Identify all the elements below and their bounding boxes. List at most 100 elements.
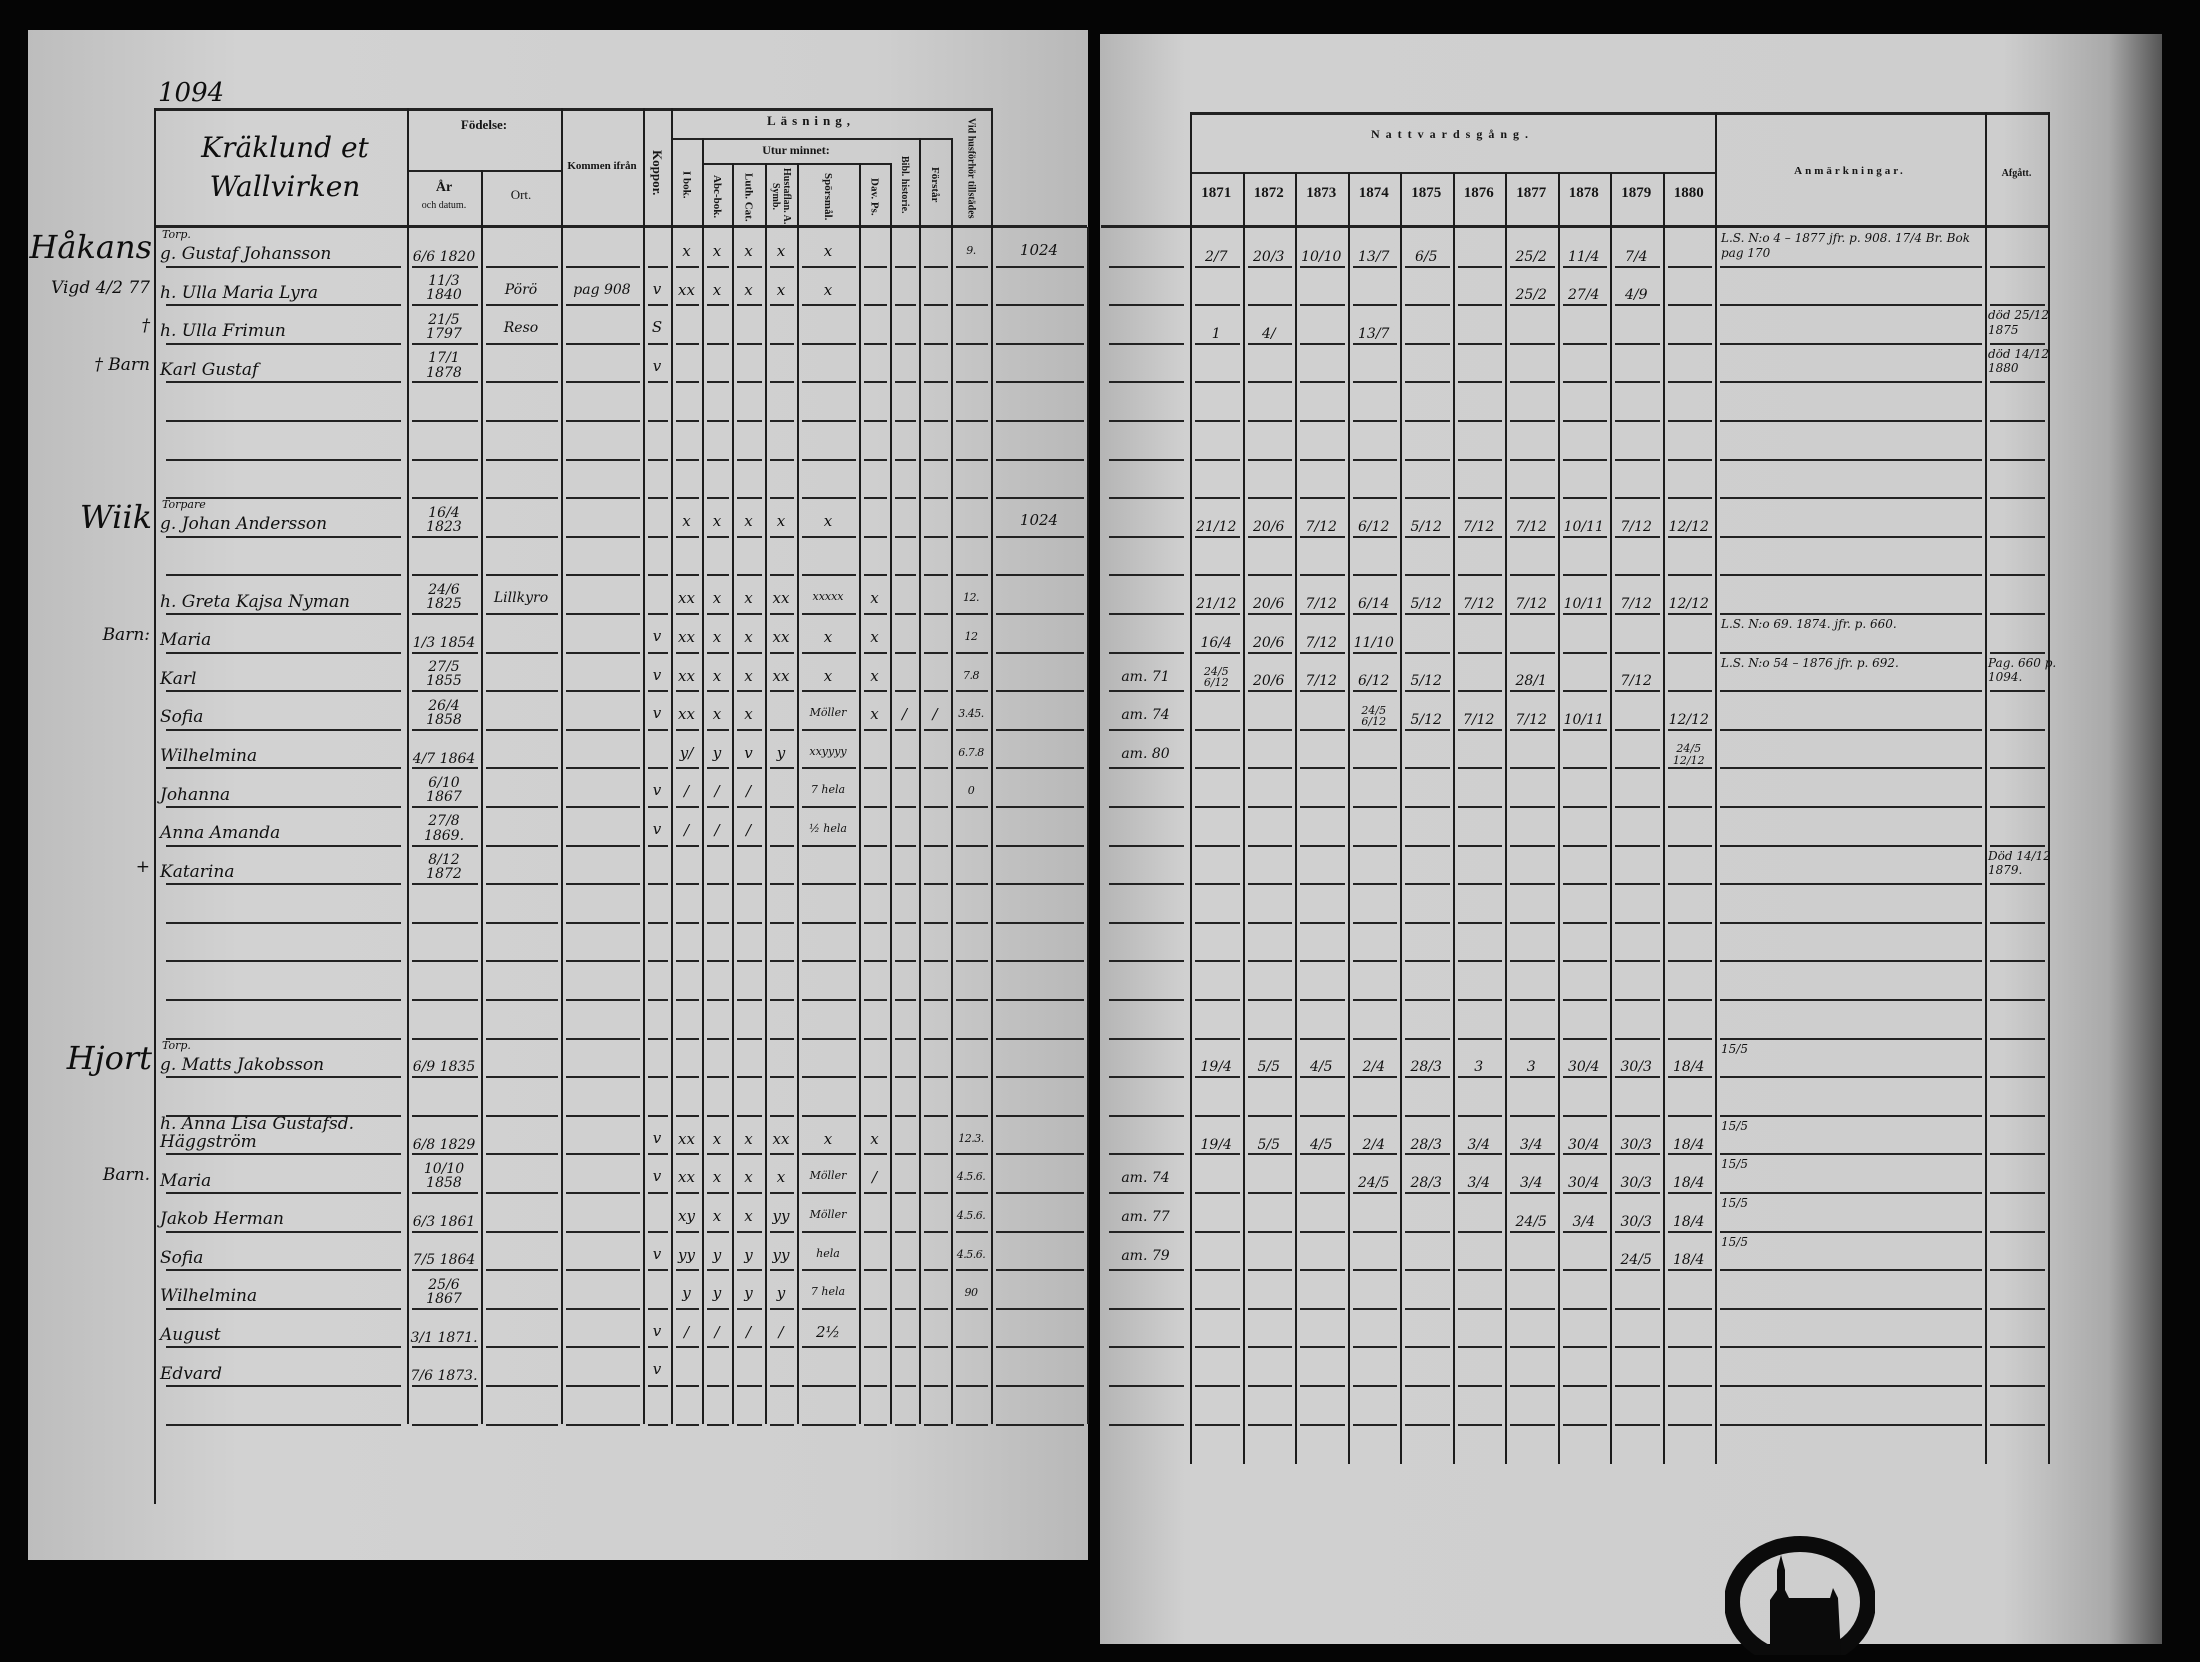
row-line xyxy=(770,1307,794,1310)
row-line xyxy=(1667,458,1712,461)
row-line xyxy=(486,304,558,307)
year-header-1876: 1876 xyxy=(1463,185,1494,201)
row-line xyxy=(1247,381,1292,384)
row-line xyxy=(1510,1192,1555,1194)
row-line xyxy=(1457,1192,1502,1194)
communion-date: 4/5 xyxy=(1309,1136,1333,1153)
person-name: h. Ulla Frimun xyxy=(160,321,286,342)
row-line xyxy=(412,342,478,345)
communion-date: 30/3 xyxy=(1620,1213,1652,1230)
row-line xyxy=(1667,651,1712,654)
row-line xyxy=(1457,883,1502,886)
communion-date: 5/12 xyxy=(1410,518,1442,535)
row-line xyxy=(412,999,478,1001)
row-line xyxy=(1667,1153,1712,1156)
row-line xyxy=(1405,420,1450,422)
row-line xyxy=(1457,1230,1502,1233)
communion-date: 10/10 xyxy=(1301,248,1342,265)
row-line xyxy=(737,844,762,847)
row-line xyxy=(770,999,794,1001)
column-line xyxy=(890,163,892,1424)
row-line xyxy=(166,1346,401,1349)
margin-note: Barn. xyxy=(102,1165,150,1186)
row-line xyxy=(770,806,794,808)
communion-date: 3 xyxy=(1526,1059,1536,1076)
row-line xyxy=(737,1230,762,1233)
row-line xyxy=(707,767,729,770)
remark: 15/5 xyxy=(1721,1041,1748,1056)
smallpox-mark: v xyxy=(652,1360,662,1379)
header-abc: Abc-bok. xyxy=(711,175,724,219)
row-line xyxy=(1457,613,1502,615)
communion-date: 5/5 xyxy=(1257,1059,1281,1076)
row-line xyxy=(1109,1269,1184,1272)
row-line xyxy=(1352,342,1397,345)
row-line xyxy=(1109,1423,1184,1426)
row-line xyxy=(895,381,916,384)
communion-date: 7/4 xyxy=(1624,248,1648,265)
row-line xyxy=(737,1385,762,1387)
reading-mark: x xyxy=(870,1129,879,1148)
reading-mark: x xyxy=(870,589,879,608)
column-line xyxy=(643,108,645,1424)
row-line xyxy=(924,921,948,924)
year-header-1875: 1875 xyxy=(1411,185,1442,201)
communion-date: 7/12 xyxy=(1515,518,1547,535)
row-line xyxy=(1990,1307,2045,1310)
row-line xyxy=(737,806,762,808)
reading-mark: / xyxy=(778,1322,784,1341)
header-forstar: Förstår xyxy=(929,167,942,203)
row-line xyxy=(1300,1385,1345,1387)
person-name: Wilhelmina xyxy=(160,745,258,766)
row-line xyxy=(1720,420,1982,422)
row-line xyxy=(1300,613,1345,615)
row-line xyxy=(1615,1307,1660,1310)
rule-line xyxy=(1190,112,2050,115)
row-line xyxy=(648,960,668,963)
row-line xyxy=(924,1114,948,1117)
row-line xyxy=(996,806,1084,808)
row-line xyxy=(1352,1307,1397,1310)
first-communion-note: am. 79 xyxy=(1121,1247,1170,1264)
communion-date: 7/12 xyxy=(1463,518,1495,535)
reading-mark: xx xyxy=(772,628,790,646)
row-line xyxy=(895,651,916,654)
row-line xyxy=(802,1037,856,1040)
row-line xyxy=(412,1153,478,1156)
row-line xyxy=(1109,574,1184,577)
row-line xyxy=(895,728,916,731)
reading-mark: / xyxy=(683,782,690,801)
row-line xyxy=(1300,574,1345,577)
page-number: 1094 xyxy=(158,78,225,108)
row-line xyxy=(1109,420,1184,422)
row-line xyxy=(996,342,1084,345)
row-line xyxy=(412,1269,478,1272)
row-line xyxy=(1562,535,1607,538)
row-line xyxy=(895,458,916,461)
row-line xyxy=(1352,1037,1397,1040)
row-line xyxy=(1615,1153,1660,1156)
row-line xyxy=(412,960,478,963)
row-line xyxy=(1720,613,1982,615)
row-line xyxy=(486,728,558,731)
row-line xyxy=(802,1346,856,1349)
row-line xyxy=(707,1423,729,1426)
remark: L.S. N:o 54 – 1876 jfr. p. 692. xyxy=(1721,655,1899,670)
margin-note: Wiik xyxy=(79,498,152,537)
row-line xyxy=(412,1114,478,1117)
row-line xyxy=(924,1076,948,1079)
reading-mark: x xyxy=(712,666,722,685)
row-line xyxy=(648,1346,668,1349)
row-line xyxy=(1562,960,1607,963)
communion-date: 2/7 xyxy=(1204,248,1228,265)
reading-mark: xx xyxy=(678,1168,695,1187)
row-line xyxy=(676,304,699,307)
year-header-1873: 1873 xyxy=(1306,185,1337,201)
reading-mark: / xyxy=(932,705,938,724)
row-line xyxy=(486,960,558,963)
row-line xyxy=(1195,381,1240,384)
row-line xyxy=(486,1423,558,1426)
row-line xyxy=(1195,806,1240,808)
row-line xyxy=(166,574,401,577)
row-line xyxy=(1352,1385,1397,1387)
